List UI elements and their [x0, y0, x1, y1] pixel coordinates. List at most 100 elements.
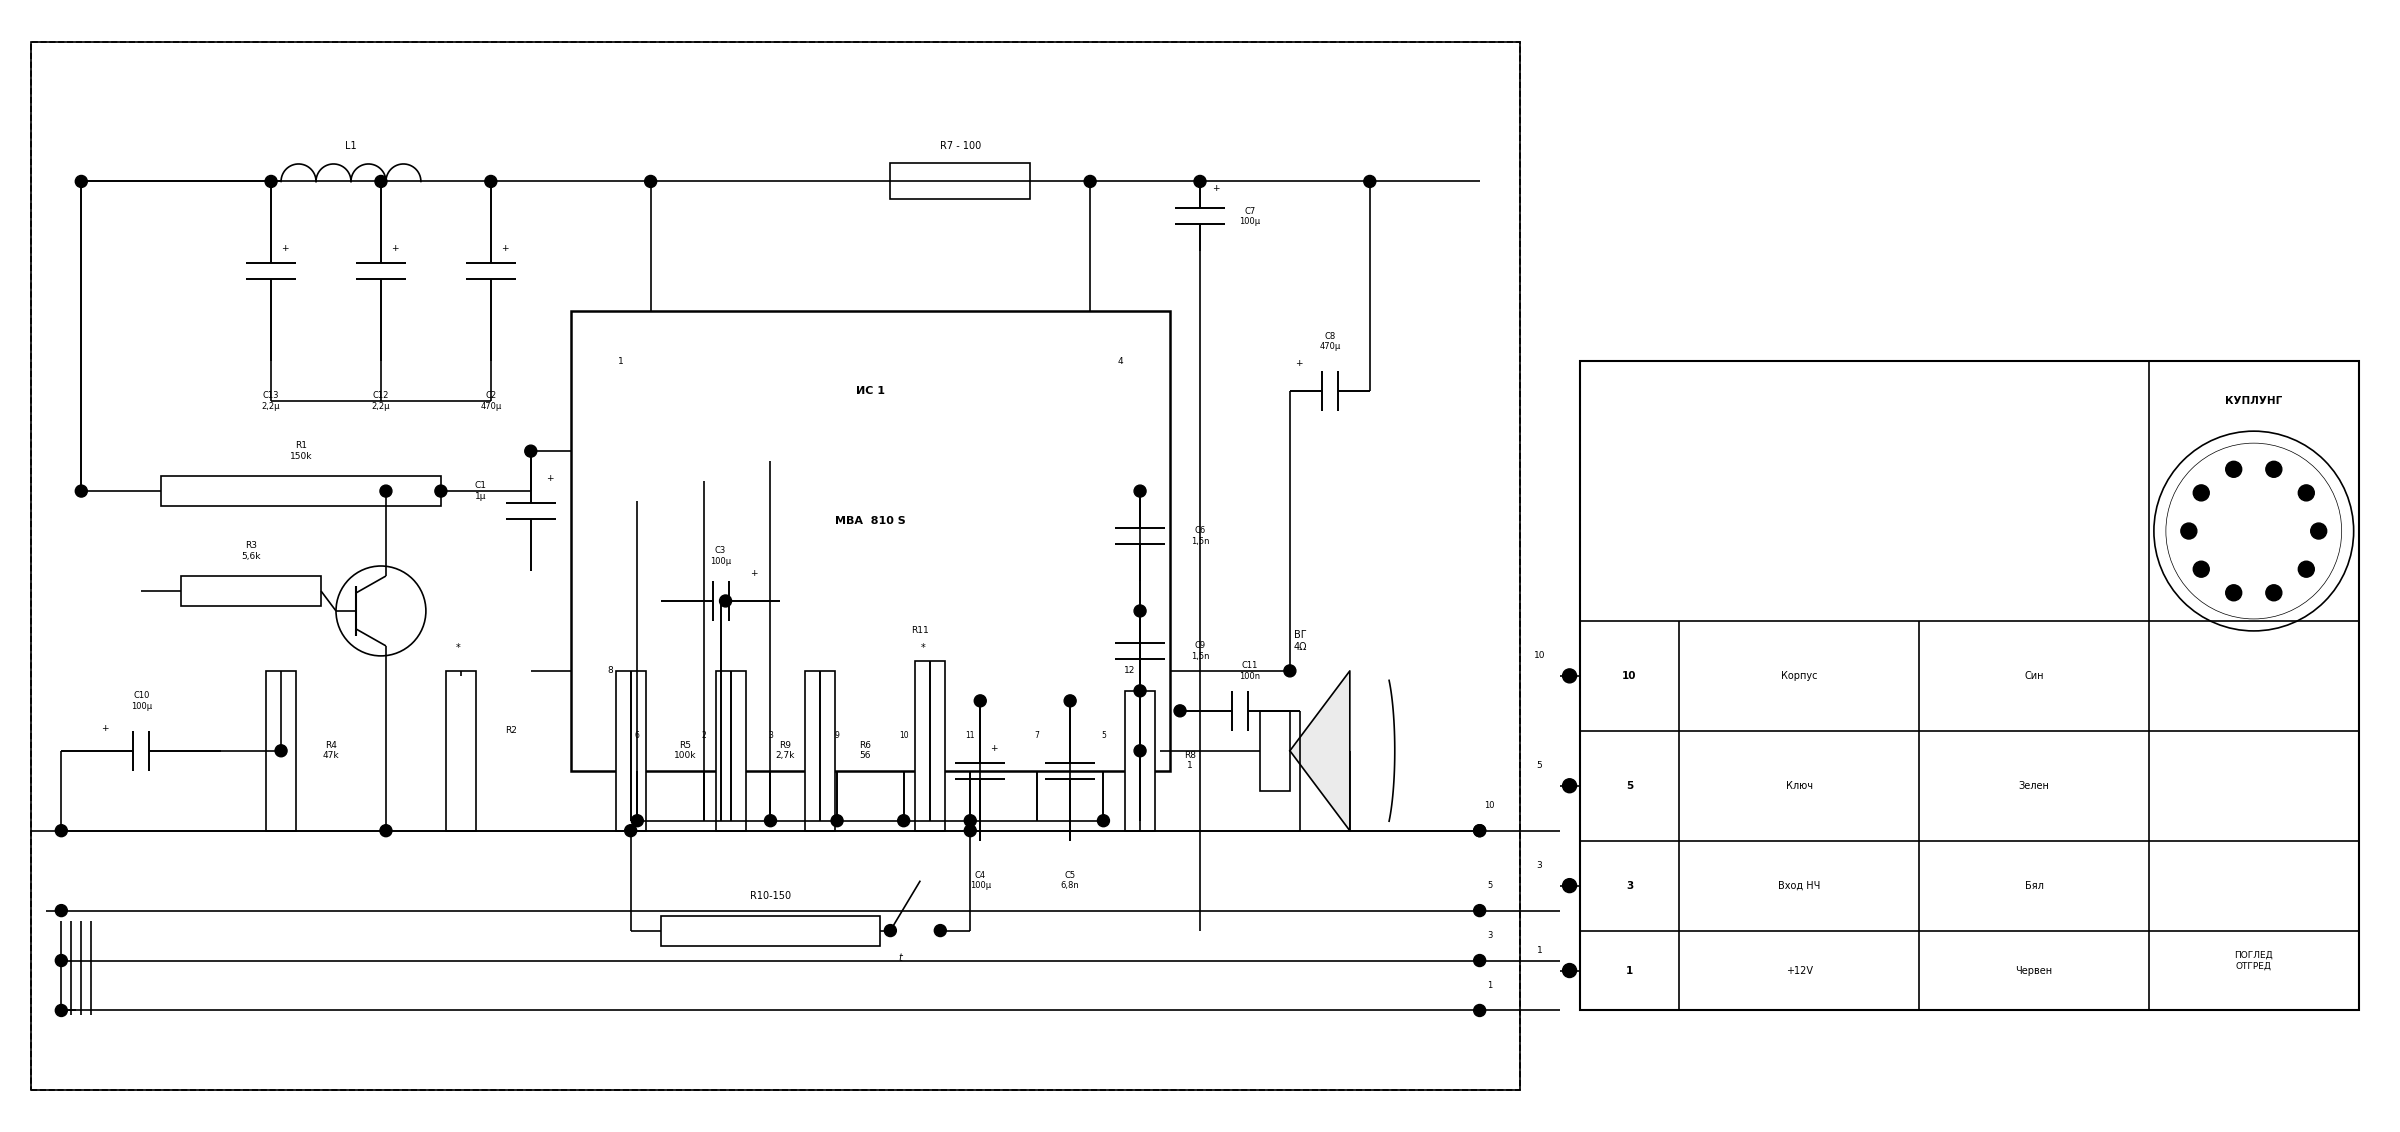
Circle shape	[720, 595, 732, 607]
Text: +: +	[1296, 359, 1303, 368]
Circle shape	[1135, 486, 1147, 497]
Circle shape	[485, 175, 497, 188]
Text: R6
56: R6 56	[859, 741, 871, 761]
Circle shape	[55, 1004, 67, 1017]
Circle shape	[1474, 1004, 1486, 1017]
Circle shape	[898, 815, 910, 826]
Circle shape	[934, 925, 946, 936]
Text: 3: 3	[1536, 861, 1543, 871]
Text: МВА  810 S: МВА 810 S	[835, 516, 905, 526]
Text: 11: 11	[965, 731, 974, 740]
Text: R4
47k: R4 47k	[322, 741, 338, 761]
Text: +: +	[101, 723, 108, 732]
Text: 5: 5	[1488, 881, 1493, 890]
Bar	[914, 661, 946, 831]
Text: 6: 6	[636, 731, 641, 740]
Text: R1
150k: R1 150k	[290, 441, 312, 461]
Circle shape	[2194, 561, 2210, 577]
Bar	[571, 311, 1171, 771]
Circle shape	[883, 925, 895, 936]
Text: C10
100µ: C10 100µ	[130, 692, 151, 711]
Text: C5
6,8n: C5 6,8n	[1061, 871, 1080, 891]
Text: C6
1,5n: C6 1,5n	[1190, 526, 1210, 546]
Text: R9
2,7k: R9 2,7k	[775, 741, 794, 761]
Circle shape	[1474, 825, 1486, 837]
Circle shape	[2311, 523, 2326, 539]
Circle shape	[2225, 462, 2242, 478]
Text: R7 - 100: R7 - 100	[941, 142, 982, 152]
Text: Син: Син	[2023, 671, 2045, 680]
Circle shape	[1135, 604, 1147, 617]
Circle shape	[55, 825, 67, 837]
Text: R11: R11	[912, 626, 929, 635]
Text: 1: 1	[1625, 966, 1632, 976]
Circle shape	[965, 815, 977, 826]
Circle shape	[55, 904, 67, 917]
Circle shape	[631, 815, 643, 826]
Circle shape	[1562, 779, 1577, 792]
Text: 10: 10	[900, 731, 910, 740]
Circle shape	[2299, 561, 2314, 577]
Text: Зелен: Зелен	[2018, 781, 2050, 791]
Bar	[660, 916, 881, 945]
Bar	[890, 163, 1030, 199]
Text: 2: 2	[701, 731, 706, 740]
Circle shape	[2182, 523, 2196, 539]
Circle shape	[2225, 585, 2242, 601]
Text: C11
100n: C11 100n	[1238, 661, 1260, 680]
Circle shape	[74, 175, 86, 188]
Circle shape	[526, 445, 538, 457]
Circle shape	[1174, 705, 1186, 717]
Circle shape	[379, 486, 391, 497]
Bar	[446, 671, 475, 831]
Text: 8: 8	[607, 667, 614, 676]
Text: +: +	[991, 744, 998, 753]
Bar	[1126, 691, 1154, 831]
Circle shape	[1135, 745, 1147, 757]
Circle shape	[2266, 585, 2282, 601]
Text: ВГ
4Ω: ВГ 4Ω	[1294, 631, 1306, 652]
Text: 10: 10	[1534, 651, 1546, 660]
Text: Ключ: Ключ	[1786, 781, 1812, 791]
Text: *: *	[919, 643, 924, 653]
Text: R3
5,6k: R3 5,6k	[242, 541, 262, 560]
Circle shape	[55, 954, 67, 967]
Text: t: t	[898, 952, 902, 962]
Text: R8
1: R8 1	[1183, 751, 1195, 771]
Circle shape	[264, 175, 276, 188]
Circle shape	[276, 745, 288, 757]
Text: 10: 10	[1486, 801, 1495, 811]
Circle shape	[2194, 484, 2210, 500]
Text: C8
470µ: C8 470µ	[1320, 332, 1342, 351]
Text: 5: 5	[1625, 781, 1632, 791]
Text: Корпус: Корпус	[1781, 671, 1817, 680]
Text: +: +	[281, 245, 288, 254]
Circle shape	[1063, 695, 1075, 706]
Text: R10-150: R10-150	[749, 891, 792, 901]
Circle shape	[1284, 664, 1296, 677]
Circle shape	[1474, 954, 1486, 967]
Circle shape	[1363, 175, 1375, 188]
Circle shape	[965, 825, 977, 837]
Text: C7
100µ: C7 100µ	[1238, 207, 1260, 226]
Circle shape	[379, 825, 391, 837]
Bar	[161, 477, 442, 506]
Bar	[31, 42, 1519, 1090]
Text: 1: 1	[1536, 946, 1543, 955]
Circle shape	[2266, 462, 2282, 478]
Text: *: *	[456, 643, 461, 653]
Circle shape	[434, 486, 446, 497]
Text: +12V: +12V	[1786, 966, 1812, 976]
Text: C1
1µ: C1 1µ	[475, 481, 487, 500]
Text: 3: 3	[1625, 881, 1632, 891]
Text: ИС 1: ИС 1	[857, 386, 886, 396]
Circle shape	[974, 695, 986, 706]
Circle shape	[766, 815, 778, 826]
Text: C9
1,5n: C9 1,5n	[1190, 641, 1210, 661]
Text: 3: 3	[768, 731, 773, 740]
Text: 10: 10	[1622, 671, 1637, 680]
Circle shape	[624, 825, 636, 837]
Text: C12
2,2µ: C12 2,2µ	[372, 392, 391, 411]
Circle shape	[1474, 904, 1486, 917]
Circle shape	[830, 815, 842, 826]
